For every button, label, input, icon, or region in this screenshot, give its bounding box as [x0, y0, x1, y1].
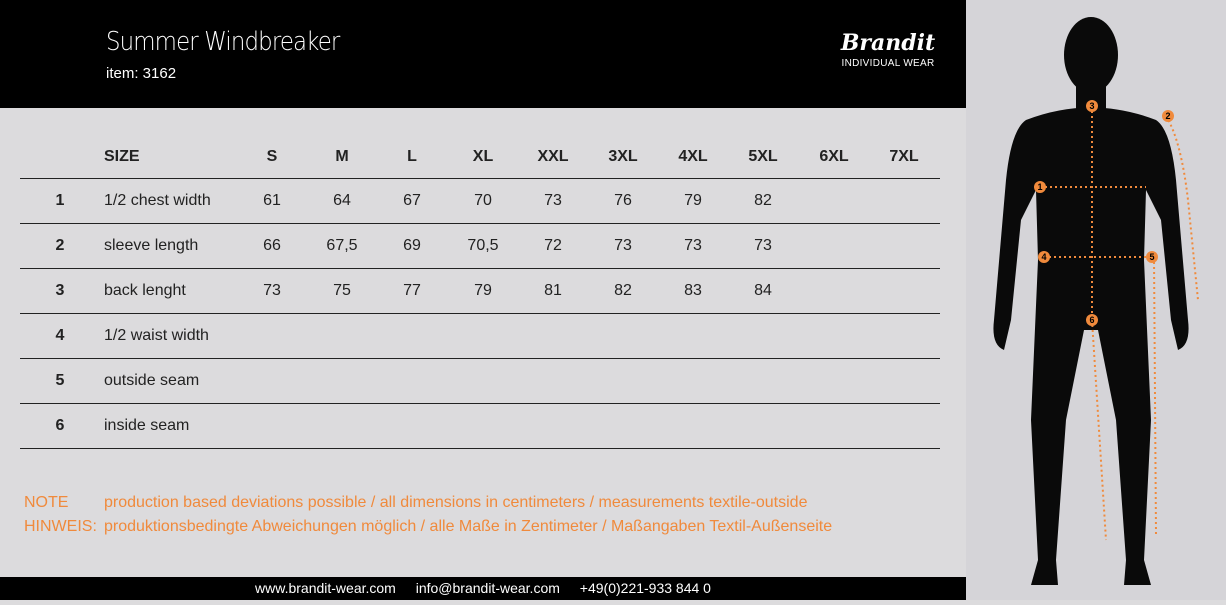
table-row: 1 1/2 chest width 61 64 67 70 73 76 79 82 — [20, 179, 940, 224]
size-column-header: L — [407, 147, 417, 165]
table-row: 6 inside seam — [20, 404, 940, 449]
size-column-header: 7XL — [889, 147, 919, 165]
table-row: 5 outside seam — [20, 359, 940, 404]
row-number: 2 — [55, 237, 65, 254]
measurement-name: outside seam — [104, 372, 200, 389]
table-row: 2 sleeve length 66 67,5 69 70,5 72 73 73 73 — [20, 224, 940, 269]
measurement-name: 1/2 waist width — [104, 327, 209, 344]
table-cell: 77 — [403, 282, 421, 299]
svg-text:2: 2 — [1165, 111, 1170, 121]
measurement-name: 1/2 chest width — [104, 192, 211, 209]
measurement-figure-panel: 1 2 3 4 5 6 — [966, 0, 1226, 600]
website-link[interactable]: www.brandit-wear.com — [255, 580, 396, 596]
table-cell: 76 — [614, 192, 632, 209]
table-cell: 82 — [754, 192, 772, 209]
item-number: item: 3162 — [106, 65, 177, 82]
table-cell: 69 — [403, 237, 421, 254]
size-column-header: 6XL — [819, 147, 849, 165]
table-cell: 73 — [754, 237, 772, 254]
table-cell: 61 — [263, 192, 281, 209]
table-cell: 79 — [684, 192, 702, 209]
row-number: 3 — [55, 282, 65, 299]
phone-number: +49(0)221-933 844 0 — [579, 580, 711, 596]
email-link[interactable]: info@brandit-wear.com — [415, 580, 560, 596]
note-de: HINWEIS: produktionsbedingte Abweichungen… — [24, 518, 833, 535]
table-cell: 82 — [614, 282, 632, 299]
body-silhouette-figure: 1 2 3 4 5 6 — [993, 17, 1199, 585]
note-en: NOTE production based deviations possible… — [24, 494, 808, 511]
table-cell: 73 — [263, 282, 281, 299]
table-cell: 72 — [544, 237, 562, 254]
size-column-header: XXL — [537, 147, 569, 165]
size-column-header: S — [266, 147, 278, 165]
measure-lines — [1040, 106, 1199, 541]
measure-markers: 1 2 3 4 5 6 — [1034, 100, 1174, 326]
table-cell: 67,5 — [326, 237, 358, 254]
table-cell: 83 — [684, 282, 702, 299]
table-cell: 70 — [474, 192, 492, 209]
row-number: 6 — [55, 417, 65, 434]
table-header: SIZE S M L XL XXL 3XL 4XL 5XL 6XL 7XL — [20, 135, 940, 179]
table-cell: 73 — [614, 237, 632, 254]
table-cell: 79 — [474, 282, 492, 299]
row-number: 4 — [55, 327, 65, 344]
brand-logo: Brandit INDIVIDUAL WEAR — [838, 30, 938, 69]
silhouette — [993, 17, 1189, 585]
measurement-name: inside seam — [104, 417, 190, 434]
svg-text:5: 5 — [1149, 252, 1154, 262]
svg-text:3: 3 — [1089, 101, 1094, 111]
logo-brand: Brandit — [840, 30, 936, 56]
table-cell: 73 — [544, 192, 562, 209]
logo-tagline: INDIVIDUAL WEAR — [841, 58, 935, 69]
size-column-header: M — [335, 147, 349, 165]
table-cell: 81 — [544, 282, 562, 299]
svg-text:6: 6 — [1089, 315, 1094, 325]
table-cell: 75 — [333, 282, 351, 299]
measurement-name: back lenght — [104, 282, 186, 299]
table-cell: 73 — [684, 237, 702, 254]
svg-text:1: 1 — [1037, 182, 1042, 192]
svg-text:4: 4 — [1041, 252, 1046, 262]
size-column-header: 4XL — [678, 147, 708, 165]
table-row: 3 back lenght 73 75 77 79 81 82 83 84 — [20, 269, 940, 314]
table-cell: 84 — [754, 282, 772, 299]
size-table: SIZE S M L XL XXL 3XL 4XL 5XL 6XL 7XL 1 1/2 chest wi… — [20, 135, 940, 449]
size-header-label: SIZE — [104, 147, 140, 165]
table-cell: 67 — [403, 192, 421, 209]
table-cell: 66 — [263, 237, 281, 254]
notes: NOTE production based deviations possible… — [24, 491, 832, 539]
size-column-header: 5XL — [748, 147, 778, 165]
header: Summer Windbreaker item: 3162 Brandit IN… — [0, 0, 966, 108]
measurement-name: sleeve length — [104, 237, 199, 254]
table-cell: 70,5 — [467, 237, 499, 254]
size-column-header: 3XL — [608, 147, 638, 165]
footer: www.brandit-wear.com info@brandit-wear.c… — [0, 577, 966, 600]
size-column-header: XL — [472, 147, 494, 165]
row-number: 1 — [55, 192, 65, 209]
row-number: 5 — [55, 372, 65, 389]
table-row: 4 1/2 waist width — [20, 314, 940, 359]
table-cell: 64 — [333, 192, 351, 209]
product-title: Summer Windbreaker — [106, 27, 340, 57]
